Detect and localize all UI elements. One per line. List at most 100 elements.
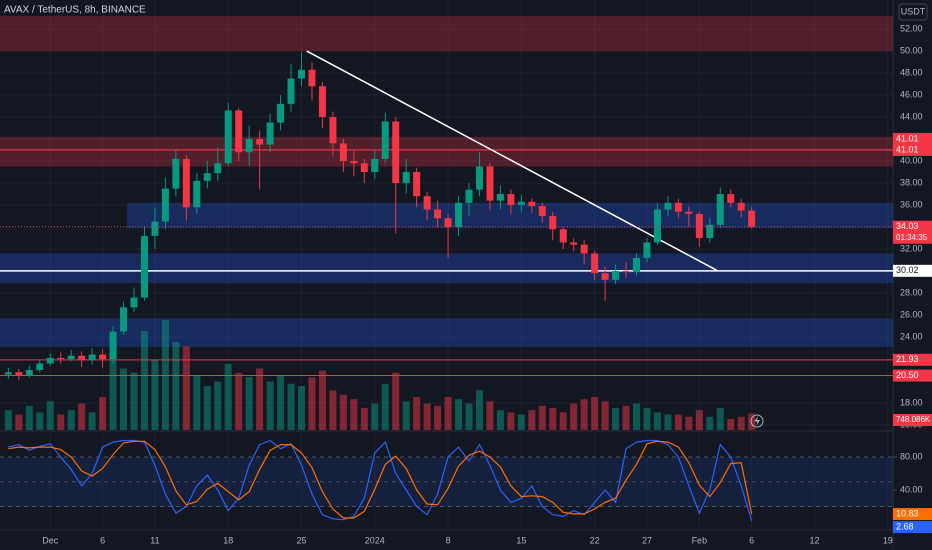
volume-bar [329, 390, 337, 430]
candle-body [633, 257, 641, 273]
volume-bar [549, 408, 557, 430]
volume-bar [475, 390, 483, 430]
zone [0, 318, 893, 347]
stoch-line [8, 439, 753, 521]
x-tick-label: 6 [100, 535, 105, 545]
volume-bar [266, 381, 274, 430]
candle-body [413, 172, 421, 197]
candle-body [277, 103, 285, 123]
volume-bar [25, 405, 33, 430]
volume-bar [664, 414, 672, 430]
volume-bar [496, 410, 504, 430]
y-tick-label: 46.00 [900, 89, 923, 99]
zone [127, 202, 894, 229]
candle-body [371, 158, 379, 173]
y-tick-label: 28.00 [900, 287, 923, 297]
level-label-box [893, 143, 932, 156]
candle-body [674, 202, 682, 212]
volume-bar [591, 397, 599, 430]
countdown: 01:34:35 [896, 233, 928, 242]
x-tick-label: 25 [296, 535, 306, 545]
candle-body [643, 242, 651, 258]
x-tick-label: 8 [446, 535, 451, 545]
volume-bar [612, 408, 620, 430]
volume-bar [413, 397, 421, 430]
volume-bar [46, 401, 54, 430]
volume-bar [182, 346, 190, 430]
level-label-box [893, 369, 932, 382]
candle-body [737, 202, 745, 211]
candle-body [15, 372, 23, 376]
candle-body [130, 297, 138, 308]
y-tick-label: 48.00 [900, 67, 923, 77]
y-tick-label: 18.00 [900, 397, 923, 407]
volume-bar [517, 414, 525, 430]
current-price-label: 34.03 [896, 221, 919, 231]
candle-body [549, 216, 557, 230]
candle-body [392, 121, 400, 184]
y-tick-label: 50.00 [900, 45, 923, 55]
candle-body [727, 194, 735, 203]
volume-bar [716, 408, 724, 430]
candle-body [329, 117, 337, 144]
lightning-bolt[interactable] [754, 416, 761, 426]
volume-bar [727, 419, 735, 430]
trendline [306, 50, 719, 272]
volume-bar [528, 410, 536, 430]
candle-body [350, 161, 358, 164]
y-tick-label: 24.00 [900, 331, 923, 341]
level-label-box [893, 132, 932, 145]
candle-body [507, 194, 515, 206]
y-tick-label: 40.00 [900, 155, 923, 165]
currency[interactable]: USDT [901, 6, 926, 16]
y-tick-label: 44.00 [900, 111, 923, 121]
volume-bar [308, 377, 316, 430]
candle-body [203, 173, 211, 181]
volume-bar [465, 403, 473, 430]
candle-body [601, 273, 609, 280]
zone [0, 15, 893, 52]
level-label-box [893, 353, 932, 366]
x-tick-label: 27 [642, 535, 652, 545]
volume-bar [402, 401, 410, 430]
volume-bar [224, 364, 232, 430]
level-label: 30.02 [896, 265, 919, 275]
volume-bar [78, 403, 86, 430]
candle-body [224, 110, 232, 164]
x-tick-label: 18 [223, 535, 233, 545]
volume-bar [57, 414, 65, 430]
volume-bar [538, 405, 546, 430]
candle-body [664, 202, 672, 210]
candle-body [36, 363, 44, 371]
candle-body [339, 143, 347, 162]
volume-bar [423, 403, 431, 430]
candle-body [570, 242, 578, 245]
stoch-tick-label: 40.00 [900, 484, 923, 494]
volume-bar [695, 410, 703, 430]
currency-box[interactable] [898, 3, 928, 21]
y-tick-label: 32.00 [900, 243, 923, 253]
volume-label: 748.086K [896, 415, 931, 424]
candle-body [716, 194, 724, 225]
candle-body [99, 354, 107, 360]
volume-bar [120, 368, 128, 430]
candle-body [517, 201, 525, 206]
candle-body [486, 166, 494, 201]
volume-bar [15, 414, 23, 430]
candle-body [496, 194, 504, 201]
volume-bar [706, 416, 714, 430]
volume-bar [235, 372, 243, 430]
candle-body [612, 271, 620, 280]
volume-bar [287, 383, 295, 430]
volume-bar [737, 416, 745, 430]
volume-bar [109, 353, 117, 430]
lightning-icon[interactable] [750, 414, 764, 428]
chart-title: AVAX / TetherUS, 8h, BINANCE [4, 5, 146, 16]
volume-bar [193, 375, 201, 430]
zone [0, 253, 893, 284]
x-tick-label: 19 [883, 535, 893, 545]
volume-bar [570, 403, 578, 430]
candle-body [57, 357, 65, 360]
current-price-box [893, 220, 932, 244]
